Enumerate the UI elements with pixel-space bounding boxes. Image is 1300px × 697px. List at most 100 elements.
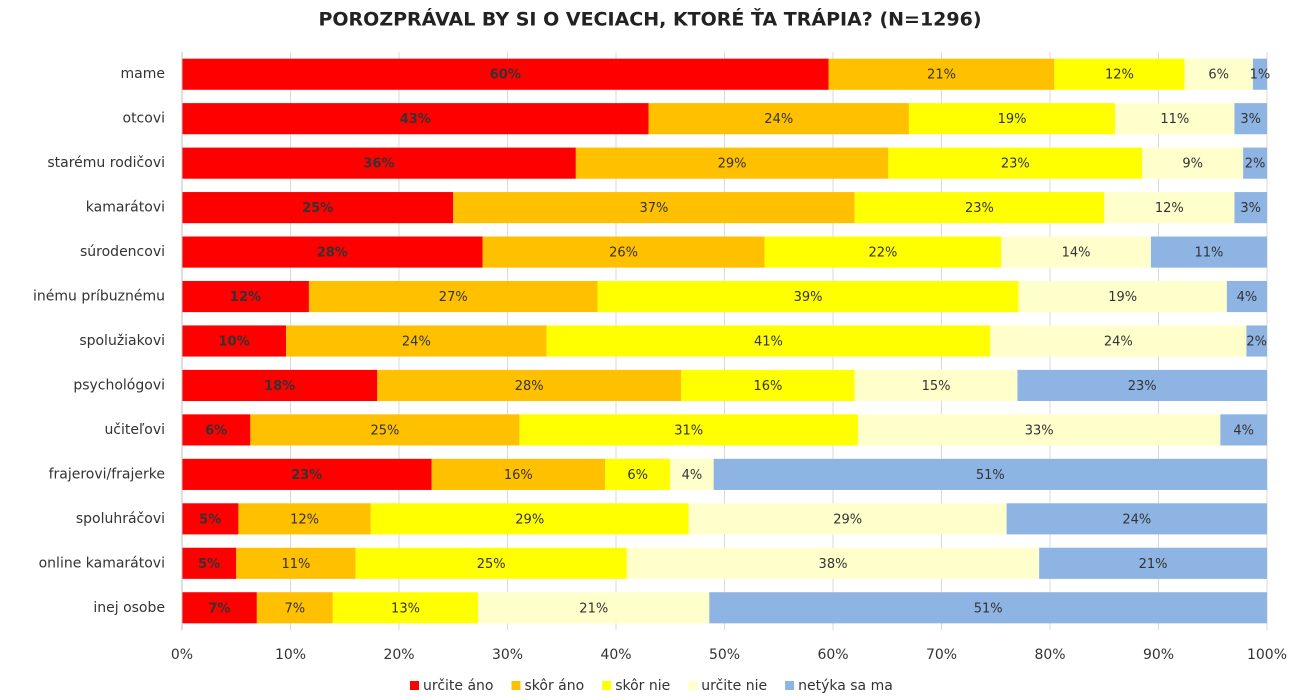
bar-segment: [355, 547, 627, 579]
bar-segment: [1150, 236, 1267, 268]
legend-label: netýka sa ma: [798, 678, 893, 694]
value-label: 2%: [1246, 335, 1267, 350]
value-label: 6%: [1208, 68, 1229, 83]
bar-segment: [182, 547, 237, 579]
value-label: 9%: [1182, 157, 1203, 172]
value-label: 43%: [400, 112, 431, 127]
value-label: 3%: [1240, 112, 1261, 127]
bar-segment: [182, 325, 287, 357]
value-label: 4%: [1233, 423, 1254, 438]
y-tick-label: súrodencovi: [80, 244, 165, 260]
bar-segment: [648, 103, 909, 135]
bar-segment: [1018, 280, 1227, 313]
bar-segment: [182, 147, 576, 179]
bar-segment: [1220, 414, 1267, 446]
bar-segment: [308, 280, 598, 313]
bar-segment: [709, 592, 1267, 624]
value-label: 11%: [1160, 112, 1189, 127]
value-label: 4%: [682, 468, 703, 483]
value-label: 23%: [291, 468, 322, 483]
value-label: 26%: [609, 246, 638, 261]
bar-segment: [182, 236, 483, 268]
legend-label: skôr nie: [615, 678, 670, 694]
value-label: 25%: [302, 201, 333, 216]
bar-segment: [1104, 192, 1235, 224]
y-tick-label: starému rodičovi: [47, 155, 165, 171]
bar-segment: [1006, 503, 1267, 535]
bar-segment: [857, 414, 1221, 446]
value-label: 33%: [1025, 423, 1054, 438]
x-tick-label: 20%: [383, 647, 414, 663]
value-label: 5%: [199, 512, 221, 527]
bar-segment: [332, 592, 479, 624]
y-tick-label: psychológovi: [73, 377, 165, 393]
bar-segment: [256, 592, 333, 624]
y-tick-label: inému príbuznému: [33, 289, 165, 305]
value-label: 21%: [579, 601, 608, 616]
bar-segment: [1184, 58, 1253, 90]
legend-label: určite nie: [701, 678, 767, 694]
value-label: 16%: [504, 468, 533, 483]
value-label: 36%: [363, 157, 394, 172]
value-label: 6%: [205, 423, 227, 438]
value-label: 5%: [198, 557, 220, 572]
legend-swatch: [511, 681, 521, 690]
bar-segment: [908, 103, 1116, 135]
value-label: 51%: [976, 468, 1005, 483]
value-label: 24%: [764, 112, 793, 127]
bar-segment: [854, 192, 1105, 224]
value-label: 6%: [627, 468, 648, 483]
value-label: 51%: [974, 601, 1003, 616]
bar-segment: [482, 236, 765, 268]
value-label: 38%: [819, 557, 848, 572]
value-label: 23%: [965, 201, 994, 216]
x-tick-label: 100%: [1247, 647, 1287, 663]
legend-swatch: [602, 681, 612, 690]
value-label: 12%: [290, 512, 319, 527]
bar-segment: [764, 236, 1002, 268]
bar-segment: [546, 325, 991, 357]
value-label: 29%: [515, 512, 544, 527]
bar-segment: [182, 458, 432, 490]
value-label: 12%: [230, 290, 261, 305]
bar-segment: [286, 325, 547, 357]
bar-segment: [597, 280, 1019, 313]
value-label: 29%: [833, 512, 862, 527]
value-label: 21%: [927, 68, 956, 83]
value-label: 18%: [264, 379, 295, 394]
x-tick-label: 60%: [817, 647, 848, 663]
y-tick-label: otcovi: [123, 111, 166, 127]
legend-swatch: [785, 681, 795, 690]
value-label: 27%: [439, 290, 468, 305]
x-tick-label: 30%: [492, 647, 523, 663]
value-label: 12%: [1105, 68, 1134, 83]
value-label: 24%: [1122, 512, 1151, 527]
value-label: 29%: [718, 157, 747, 172]
bar-segment: [1039, 547, 1267, 579]
value-label: 24%: [402, 335, 431, 350]
value-label: 21%: [1139, 557, 1168, 572]
value-label: 7%: [285, 601, 306, 616]
bar-segment: [990, 325, 1247, 357]
value-label: 25%: [370, 423, 399, 438]
bar-segment: [236, 547, 356, 579]
value-label: 15%: [922, 379, 951, 394]
bar-segment: [1234, 103, 1267, 135]
bar-segment: [1115, 103, 1235, 135]
legend-swatch: [410, 681, 419, 690]
x-tick-label: 50%: [709, 647, 740, 663]
value-label: 14%: [1062, 246, 1091, 261]
value-label: 60%: [490, 68, 521, 83]
value-label: 16%: [753, 379, 782, 394]
value-label: 19%: [998, 112, 1027, 127]
value-label: 7%: [208, 601, 230, 616]
bar-segment: [182, 103, 649, 135]
bar-segment: [238, 503, 371, 535]
bar-segment: [1252, 58, 1267, 90]
value-label: 28%: [317, 246, 348, 261]
bar-segment: [888, 147, 1143, 179]
bar-segment: [519, 414, 858, 446]
y-tick-label: frajerovi/frajerke: [49, 466, 165, 482]
bar-segment: [575, 147, 889, 179]
y-tick-label: online kamarátovi: [39, 555, 165, 571]
